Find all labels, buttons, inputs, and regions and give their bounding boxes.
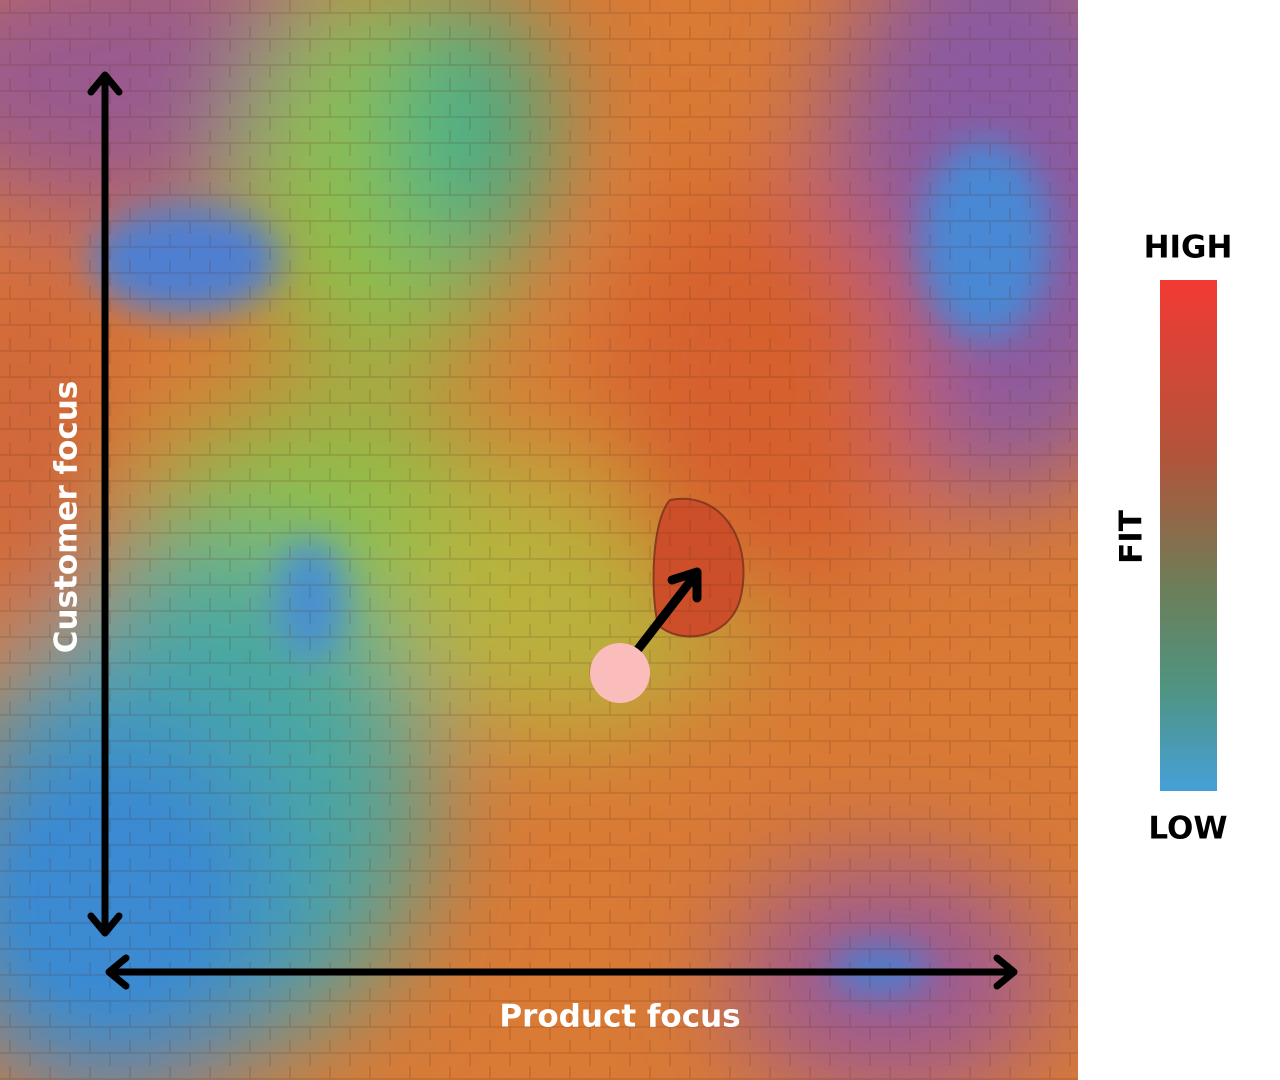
- current-position: [590, 643, 650, 703]
- arrowhead: [105, 954, 130, 990]
- legend-gradient: [1160, 280, 1217, 791]
- x-axis-label: Product focus: [499, 999, 740, 1035]
- legend-title: FIT: [1114, 510, 1150, 564]
- landscape: [0, 0, 1078, 1080]
- legend-high: HIGH: [1144, 230, 1233, 266]
- y-axis-label: Customer focus: [49, 381, 85, 653]
- arrowhead: [993, 954, 1018, 990]
- legend-low: LOW: [1148, 811, 1227, 847]
- arrowhead: [87, 912, 123, 937]
- arrowhead: [87, 71, 123, 96]
- arrowhead: [667, 567, 702, 603]
